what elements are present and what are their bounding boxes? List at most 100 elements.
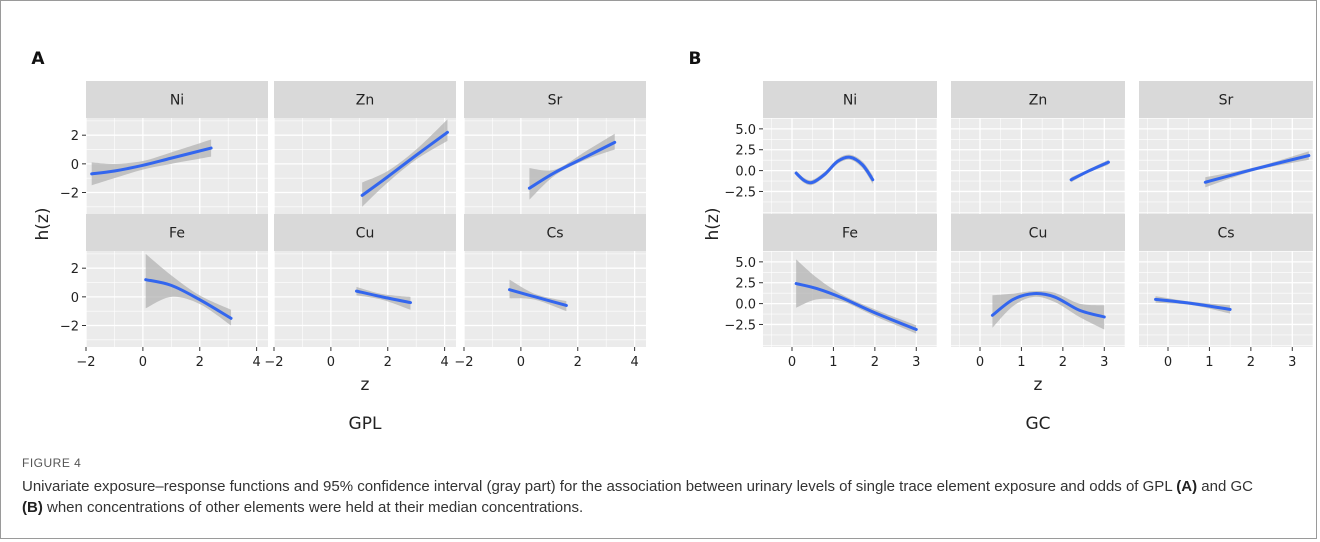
y-tick-label: 2: [71, 129, 79, 144]
faceted-chart-figure: A Ni −2 0 2 Zn Sr Fe −2 0 2 −2 0 2 4 Cu −2 0 2 4 Cs −2 0 2 4 z h(z…: [31, 49, 1313, 434]
x-tick-label: 2: [384, 355, 392, 370]
x-tick-label: 2: [1247, 355, 1255, 370]
response-line: [990, 291, 1106, 319]
confidence-band: [992, 290, 1105, 330]
confidence-band: [796, 154, 873, 186]
facet-title: Cs: [1217, 226, 1234, 242]
facet-panel: [951, 251, 1125, 347]
x-tick-label: −2: [264, 355, 283, 370]
facet-plot-area: [951, 251, 1125, 347]
facet-sr: Sr: [1139, 81, 1313, 214]
x-tick-label: 0: [788, 355, 796, 370]
facet-title: Fe: [842, 226, 858, 242]
facet-title: Cu: [356, 226, 375, 242]
response-line: [1069, 160, 1110, 182]
y-tick-label: 5.0: [735, 256, 756, 271]
facet-cs: Cs −2 0 2 4: [454, 214, 646, 370]
x-tick-label: 0: [976, 355, 984, 370]
facet-plot-area: [86, 251, 268, 347]
x-tick-label: 0: [327, 355, 335, 370]
facet-title: Fe: [169, 226, 185, 242]
confidence-band: [145, 253, 232, 326]
facet-plot-area: [1139, 118, 1313, 214]
facet-plot-area: [951, 118, 1125, 214]
facet-plot-area: [86, 118, 268, 214]
x-tick-label: 0: [1164, 355, 1172, 370]
x-tick-label: 2: [871, 355, 879, 370]
response-line: [144, 278, 233, 320]
facet-title: Zn: [356, 93, 374, 109]
facet-title: Sr: [548, 93, 563, 109]
y-tick-label: −2: [60, 187, 79, 202]
response-line: [360, 130, 449, 197]
caption-ref-b: (B): [22, 499, 43, 516]
facet-panel: [464, 118, 646, 214]
facet-cu: Cu 0 1 2 3: [951, 214, 1125, 370]
facet-plot-area: [274, 118, 456, 214]
chart-panel-a: A Ni −2 0 2 Zn Sr Fe −2 0 2 −2 0 2 4 Cu −2 0 2 4 Cs −2 0 2 4 z h(z…: [31, 49, 646, 434]
x-tick-label: 3: [1288, 355, 1296, 370]
x-tick-label: 2: [574, 355, 582, 370]
facet-strip: [274, 214, 456, 251]
x-tick-label: −2: [454, 355, 473, 370]
y-tick-label: 0.0: [735, 298, 756, 313]
facet-strip: [464, 81, 646, 118]
facet-title: Ni: [843, 93, 857, 109]
y-axis-label: h(z): [703, 208, 723, 241]
response-line: [1154, 297, 1232, 311]
facet-panel: [1139, 118, 1313, 214]
response-line: [527, 140, 617, 190]
y-tick-label: −2.5: [724, 318, 756, 333]
facet-plot-area: [274, 251, 456, 347]
response-line: [1203, 154, 1311, 184]
confidence-band: [796, 259, 917, 334]
facet-fe: Fe −2.5 0.0 2.5 5.0 0 1 2 3: [724, 214, 937, 370]
facet-title: Sr: [1219, 93, 1234, 109]
response-line: [508, 288, 568, 307]
x-tick-label: 1: [1017, 355, 1025, 370]
x-tick-label: 1: [829, 355, 837, 370]
facet-ni: Ni −2.5 0.0 2.5 5.0: [724, 81, 937, 214]
facet-title: Cs: [546, 226, 563, 242]
y-tick-label: 2.5: [735, 144, 756, 159]
facet-panel: [274, 251, 456, 347]
y-tick-label: −2.5: [724, 185, 756, 200]
x-tick-label: 4: [630, 355, 638, 370]
facet-fe: Fe −2 0 2 −2 0 2 4: [60, 214, 268, 370]
x-tick-label: 3: [912, 355, 920, 370]
facet-panel: [86, 251, 268, 347]
facet-strip: [951, 214, 1125, 251]
facet-strip: [86, 214, 268, 251]
x-tick-label: 2: [196, 355, 204, 370]
x-axis-label: z: [1034, 375, 1043, 395]
x-tick-label: 3: [1100, 355, 1108, 370]
group-label: GPL: [349, 414, 382, 434]
facet-strip: [951, 81, 1125, 118]
confidence-band: [529, 133, 615, 200]
y-tick-label: 2.5: [735, 277, 756, 292]
x-tick-label: 4: [252, 355, 260, 370]
facet-panel: [763, 118, 937, 214]
figure-caption: Univariate exposure–response functions a…: [22, 476, 1272, 518]
facet-zn: Zn: [274, 81, 456, 214]
response-line: [90, 146, 213, 176]
panel-label: A: [31, 49, 45, 69]
facet-plot-area: [1139, 251, 1313, 347]
caption-part-3: when concentrations of other elements we…: [42, 499, 584, 516]
facet-title: Ni: [170, 93, 184, 109]
y-tick-label: 0: [71, 291, 79, 306]
facet-title: Cu: [1029, 226, 1048, 242]
x-tick-label: 2: [1059, 355, 1067, 370]
facet-strip: [86, 81, 268, 118]
y-tick-label: 0.0: [735, 165, 756, 180]
facet-strip: [763, 81, 937, 118]
confidence-band: [509, 279, 567, 312]
x-tick-label: 0: [139, 355, 147, 370]
response-line: [794, 155, 875, 185]
y-tick-label: 0: [71, 158, 79, 173]
x-axis-label: z: [361, 375, 370, 395]
caption-part-1: Univariate exposure–response functions a…: [22, 478, 1177, 495]
x-tick-label: −2: [76, 355, 95, 370]
facet-ni: Ni −2 0 2: [60, 81, 268, 214]
